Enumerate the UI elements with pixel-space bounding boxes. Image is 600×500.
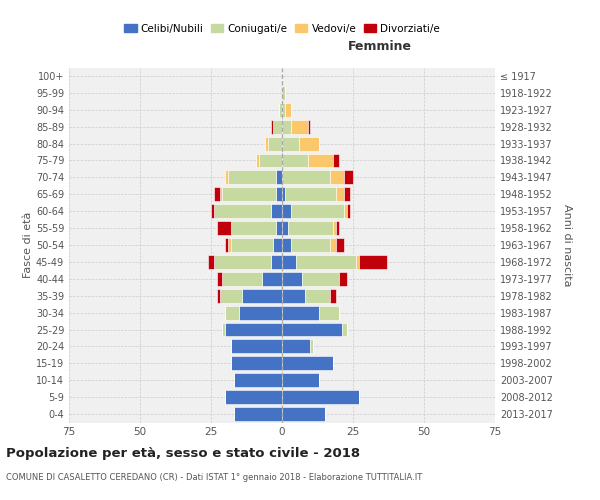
- Bar: [305, 289, 330, 302]
- Bar: [228, 238, 231, 252]
- Bar: [299, 136, 319, 150]
- Bar: [359, 255, 387, 269]
- Y-axis label: Fasce di età: Fasce di età: [23, 212, 33, 278]
- Bar: [296, 255, 356, 269]
- Bar: [217, 272, 223, 285]
- Bar: [333, 154, 339, 168]
- Bar: [282, 221, 287, 235]
- Bar: [277, 221, 282, 235]
- Bar: [344, 188, 350, 201]
- Bar: [223, 272, 262, 285]
- Bar: [231, 340, 282, 353]
- Bar: [282, 103, 285, 117]
- Bar: [277, 188, 282, 201]
- Bar: [344, 204, 347, 218]
- Bar: [223, 188, 277, 201]
- Bar: [336, 221, 339, 235]
- Bar: [274, 120, 282, 134]
- Bar: [225, 390, 282, 404]
- Bar: [282, 86, 285, 100]
- Bar: [341, 322, 347, 336]
- Bar: [290, 120, 308, 134]
- Bar: [211, 204, 214, 218]
- Bar: [282, 407, 325, 421]
- Bar: [308, 154, 333, 168]
- Bar: [302, 272, 339, 285]
- Bar: [282, 120, 290, 134]
- Bar: [282, 322, 341, 336]
- Bar: [310, 340, 313, 353]
- Bar: [330, 238, 336, 252]
- Bar: [225, 238, 228, 252]
- Bar: [282, 238, 290, 252]
- Bar: [262, 272, 282, 285]
- Bar: [217, 289, 220, 302]
- Bar: [290, 204, 344, 218]
- Bar: [282, 154, 308, 168]
- Bar: [279, 103, 282, 117]
- Bar: [214, 255, 271, 269]
- Bar: [220, 289, 242, 302]
- Bar: [282, 390, 359, 404]
- Bar: [282, 136, 299, 150]
- Bar: [344, 170, 353, 184]
- Bar: [282, 289, 305, 302]
- Bar: [231, 238, 274, 252]
- Bar: [214, 188, 220, 201]
- Text: Popolazione per età, sesso e stato civile - 2018: Popolazione per età, sesso e stato civil…: [6, 448, 360, 460]
- Bar: [282, 170, 330, 184]
- Bar: [285, 103, 290, 117]
- Bar: [285, 188, 336, 201]
- Bar: [308, 120, 310, 134]
- Bar: [234, 407, 282, 421]
- Bar: [271, 204, 282, 218]
- Bar: [290, 238, 330, 252]
- Bar: [336, 238, 344, 252]
- Bar: [287, 221, 333, 235]
- Bar: [319, 306, 339, 320]
- Bar: [271, 120, 274, 134]
- Bar: [282, 272, 302, 285]
- Bar: [214, 204, 271, 218]
- Bar: [242, 289, 282, 302]
- Bar: [271, 255, 282, 269]
- Bar: [225, 170, 228, 184]
- Bar: [239, 306, 282, 320]
- Bar: [277, 170, 282, 184]
- Bar: [274, 238, 282, 252]
- Y-axis label: Anni di nascita: Anni di nascita: [562, 204, 572, 286]
- Bar: [223, 322, 225, 336]
- Bar: [282, 306, 319, 320]
- Bar: [339, 272, 347, 285]
- Bar: [225, 322, 282, 336]
- Bar: [217, 221, 231, 235]
- Bar: [330, 289, 336, 302]
- Bar: [231, 221, 277, 235]
- Bar: [282, 204, 290, 218]
- Bar: [282, 374, 319, 387]
- Bar: [333, 221, 336, 235]
- Bar: [225, 306, 239, 320]
- Bar: [282, 356, 333, 370]
- Bar: [228, 170, 277, 184]
- Bar: [234, 374, 282, 387]
- Text: Femmine: Femmine: [348, 40, 412, 54]
- Bar: [330, 170, 344, 184]
- Legend: Celibi/Nubili, Coniugati/e, Vedovi/e, Divorziati/e: Celibi/Nubili, Coniugati/e, Vedovi/e, Di…: [120, 20, 444, 38]
- Bar: [265, 136, 268, 150]
- Bar: [347, 204, 350, 218]
- Text: COMUNE DI CASALETTO CEREDANO (CR) - Dati ISTAT 1° gennaio 2018 - Elaborazione TU: COMUNE DI CASALETTO CEREDANO (CR) - Dati…: [6, 472, 422, 482]
- Bar: [220, 188, 223, 201]
- Bar: [256, 154, 259, 168]
- Bar: [282, 255, 296, 269]
- Bar: [259, 154, 282, 168]
- Bar: [336, 188, 344, 201]
- Bar: [282, 340, 310, 353]
- Bar: [356, 255, 359, 269]
- Bar: [231, 356, 282, 370]
- Bar: [268, 136, 282, 150]
- Bar: [208, 255, 214, 269]
- Bar: [282, 188, 285, 201]
